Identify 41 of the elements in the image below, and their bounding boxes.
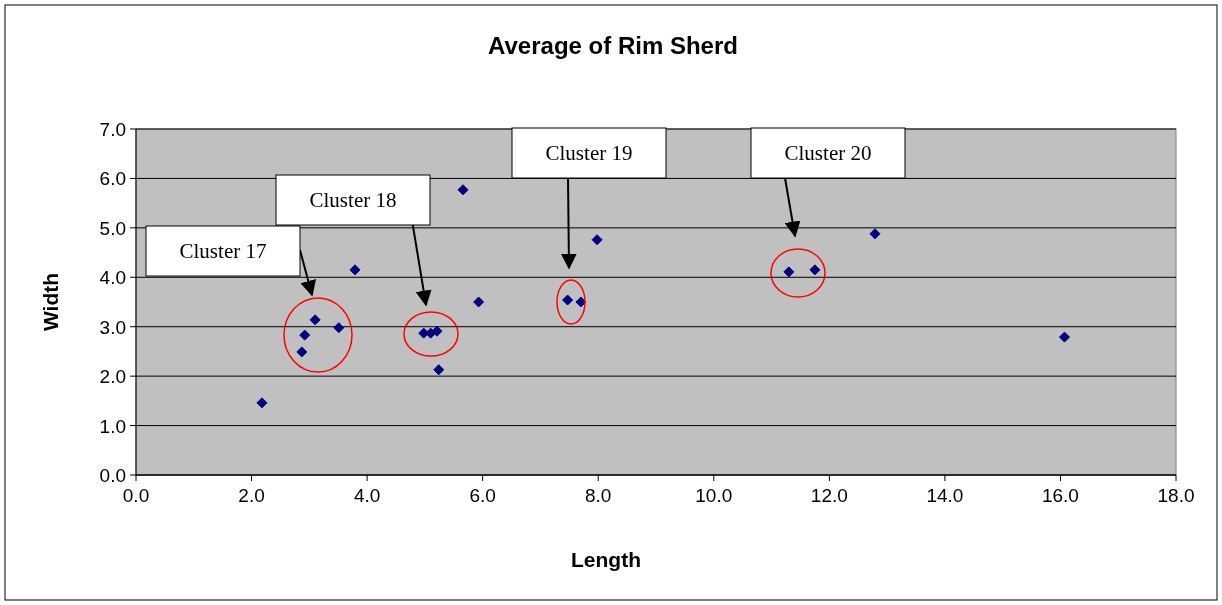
x-tick-label: 16.0 (1041, 485, 1079, 506)
y-tick-label: 1.0 (99, 415, 126, 437)
x-axis-title: Length (571, 548, 641, 571)
x-tick-label: 4.0 (353, 485, 381, 506)
point (256, 397, 268, 409)
x-tick-label: 6.0 (469, 485, 496, 506)
x-tick-label: 12.0 (810, 485, 848, 506)
x-tick-label: 14.0 (926, 485, 964, 506)
y-tick-label: 5.0 (99, 217, 126, 239)
chart-title: Average of Rim Sherd (488, 32, 738, 59)
point (809, 264, 821, 276)
point (457, 184, 469, 196)
point (349, 264, 361, 276)
annotation: Cluster 19 (545, 141, 633, 165)
y-tick-label: 6.0 (99, 168, 126, 190)
annotation: Cluster 20 (784, 141, 872, 165)
point (869, 228, 881, 240)
y-tick-label: 0.0 (99, 465, 126, 486)
y-tick-label: 3.0 (99, 316, 126, 338)
y-tick-label: 4.0 (99, 267, 126, 289)
point (309, 314, 321, 326)
x-tick-label: 2.0 (238, 485, 265, 506)
point (296, 346, 308, 358)
x-tick-label: 8.0 (585, 485, 612, 506)
point (473, 296, 485, 308)
x-tick-label: 10.0 (695, 485, 733, 506)
point (575, 296, 587, 308)
point (433, 364, 445, 376)
y-tick-label: 7.0 (99, 119, 126, 140)
point (591, 234, 603, 246)
point (1058, 331, 1070, 343)
point (783, 266, 795, 278)
x-tick-label: 18.0 (1157, 485, 1195, 506)
annotation: Cluster 18 (309, 188, 397, 212)
point (431, 325, 443, 337)
point (299, 329, 311, 341)
x-tick-label: 0.0 (122, 485, 150, 506)
point (333, 322, 345, 334)
y-axis-title: Width (39, 272, 62, 332)
y-tick-label: 2.0 (99, 366, 126, 388)
annotation: Cluster 17 (179, 239, 267, 263)
